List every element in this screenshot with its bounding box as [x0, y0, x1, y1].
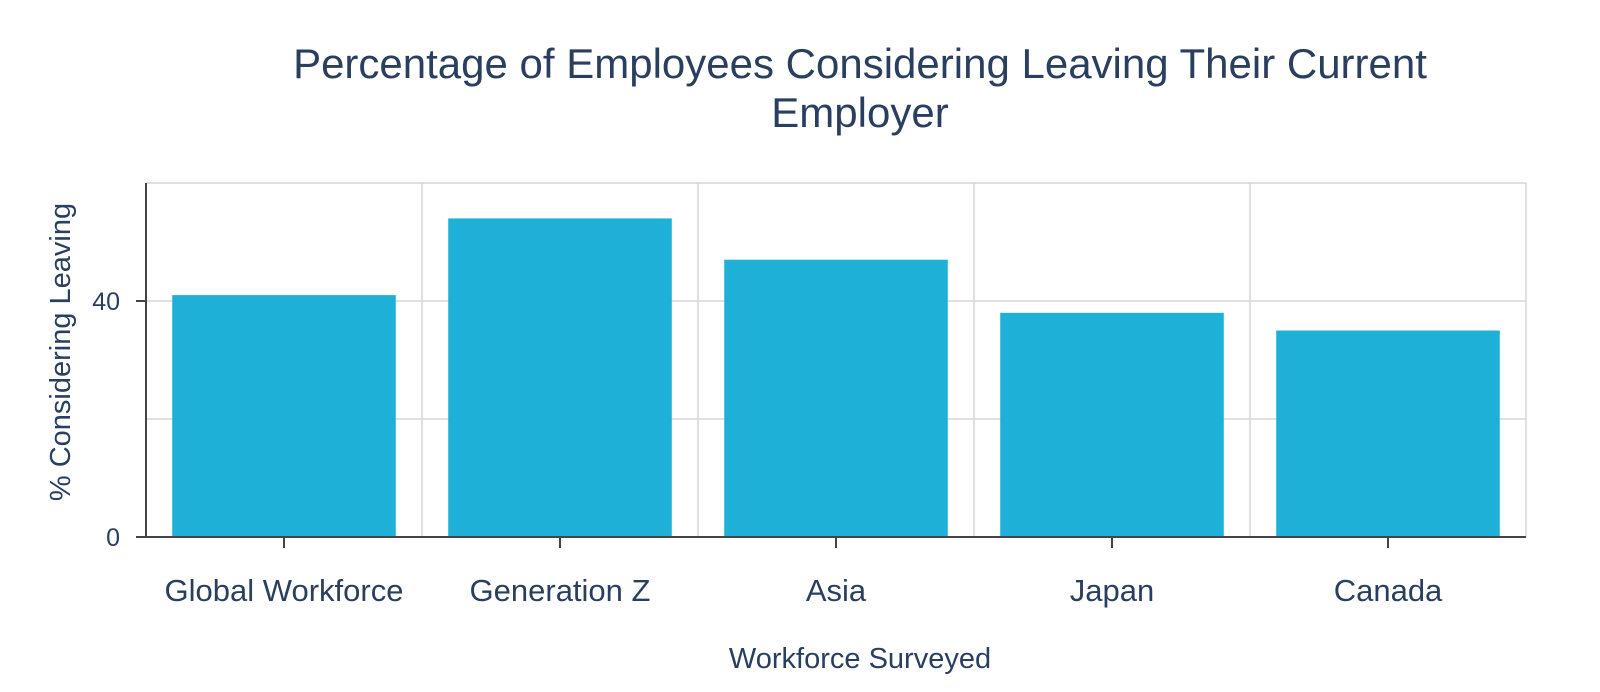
axes [136, 183, 1526, 538]
chart-title-line-1: Percentage of Employees Considering Leav… [293, 40, 1427, 87]
bar-global-workforce [172, 295, 396, 537]
x-tick-label: Japan [1070, 573, 1154, 608]
x-tick-label: Generation Z [470, 573, 651, 608]
bar-asia [724, 259, 948, 537]
bar-canada [1276, 330, 1500, 537]
chart-title-line-2: Employer [771, 89, 948, 136]
chart-title: Percentage of Employees Considering Leav… [293, 40, 1427, 136]
bar-generation-z [448, 218, 672, 537]
x-axis-title: Workforce Surveyed [729, 643, 991, 675]
x-axis-ticks: Global Workforce Generation Z Asia Japan Can… [165, 537, 1443, 608]
bars [172, 218, 1500, 537]
y-axis-ticks: 0 40 [92, 288, 146, 552]
y-axis-title: % Considering Leaving [45, 203, 77, 501]
x-tick-label: Asia [806, 573, 867, 608]
y-tick-label: 40 [92, 288, 120, 316]
x-tick-label: Global Workforce [165, 573, 404, 608]
y-tick-label: 0 [106, 524, 120, 552]
x-tick-label: Canada [1334, 573, 1443, 608]
bar-japan [1000, 312, 1224, 537]
